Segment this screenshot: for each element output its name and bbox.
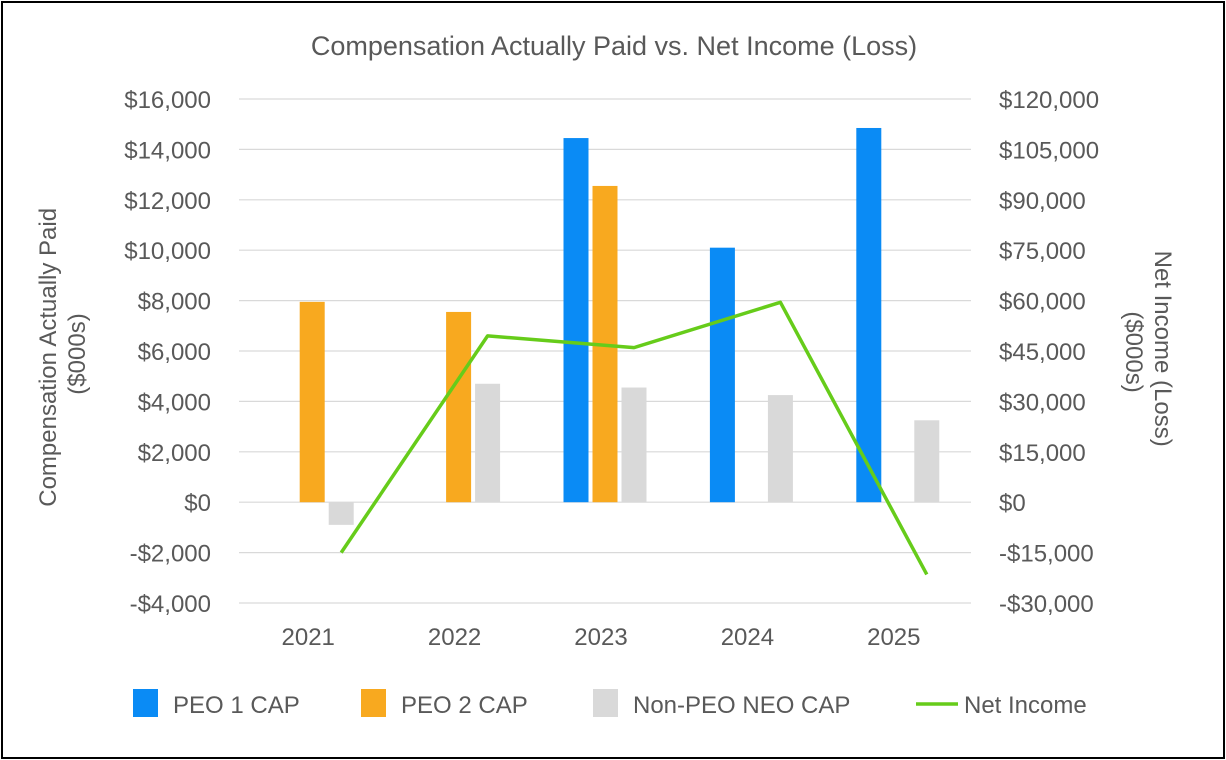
x-tick-label: 2023 [574,624,627,651]
y-tick-label: $0 [184,490,211,517]
y2-tick-label: $90,000 [999,188,1086,215]
y2-tick-label: -$30,000 [999,591,1094,618]
chart-title: Compensation Actually Paid vs. Net Incom… [311,31,917,61]
net-income-line-path [339,300,929,576]
x-tick-label: 2024 [721,624,774,651]
bar-peo-1-cap [563,138,589,503]
y-axis-ticks: -$4,000 -$2,000 $0 $2,000 $4,000 $6,000 $8,000… [124,87,211,618]
y-tick-label: $14,000 [124,137,211,164]
legend-label: Non-PEO NEO CAP [633,692,850,719]
legend-swatch [361,689,386,717]
bar-peo-1-cap [709,247,735,503]
net-income-line [339,300,929,576]
y2-tick-label: $105,000 [999,137,1099,164]
y-tick-label: -$2,000 [130,541,211,568]
chart-canvas: Compensation Actually Paid vs. Net Incom… [35,31,1176,719]
legend: PEO 1 CAP PEO 2 CAP Non-PEO NEO CAP Net Inc… [133,689,1087,719]
y-tick-label: -$4,000 [130,591,211,618]
bar-non-peo-neo-cap [767,395,793,503]
y2-axis-label-line2: ($000s) [1120,311,1147,392]
bar-peo-2-cap [446,311,472,503]
legend-label: PEO 2 CAP [401,692,528,719]
y2-tick-label: $30,000 [999,389,1086,416]
y-axis-label-line2: ($000s) [64,313,91,394]
y2-tick-label: $45,000 [999,339,1086,366]
y2-tick-label: $0 [999,490,1026,517]
y2-tick-label: $120,000 [999,87,1099,114]
x-tick-label: 2022 [428,624,481,651]
y-tick-label: $16,000 [124,87,211,114]
y-tick-label: $4,000 [138,389,211,416]
bar-peo-1-cap [856,127,882,503]
y2-tick-label: -$15,000 [999,541,1094,568]
y-tick-label: $10,000 [124,238,211,265]
bars [299,127,940,525]
y2-tick-label: $15,000 [999,440,1086,467]
bar-non-peo-neo-cap [328,502,354,525]
y-tick-label: $8,000 [138,289,211,316]
bar-non-peo-neo-cap [475,383,501,503]
y-tick-label: $6,000 [138,339,211,366]
y2-tick-label: $60,000 [999,289,1086,316]
bar-non-peo-neo-cap [914,420,940,503]
x-tick-label: 2021 [282,624,335,651]
legend-swatch [593,689,618,717]
y2-tick-label: $75,000 [999,238,1086,265]
y-axis-label: Compensation Actually Paid ($000s) [35,201,91,507]
x-tick-label: 2025 [867,624,920,651]
y2-axis-label: Net Income (Loss) ($000s) [1120,251,1176,454]
legend-swatch [133,689,158,717]
y2-axis-ticks: -$30,000 -$15,000 $0 $15,000 $30,000 $45,000 $… [999,87,1099,618]
y-tick-label: $2,000 [138,440,211,467]
y2-axis-label-line1: Net Income (Loss) [1149,251,1176,447]
y-axis-label-line1: Compensation Actually Paid [35,208,62,507]
legend-label: Net Income [964,692,1087,719]
bar-peo-2-cap [299,301,325,503]
bar-non-peo-neo-cap [621,387,647,503]
y-tick-label: $12,000 [124,188,211,215]
legend-label: PEO 1 CAP [173,692,300,719]
x-axis-ticks: 2021 2022 2023 2024 2025 [282,624,921,651]
